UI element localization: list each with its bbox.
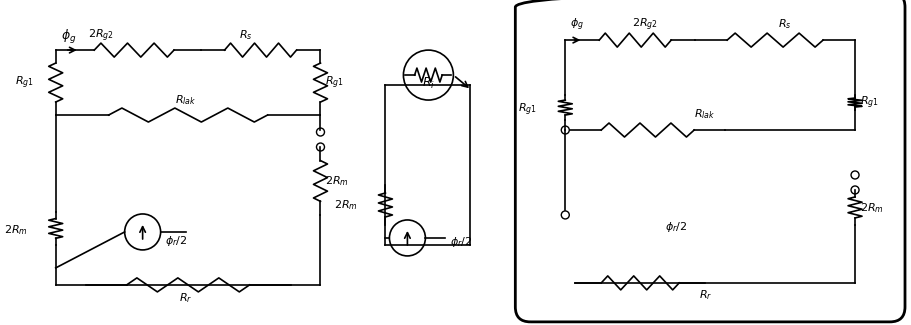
Text: $R_{lak}$: $R_{lak}$ xyxy=(693,107,715,121)
Text: $R_{g1}$: $R_{g1}$ xyxy=(859,95,878,111)
Text: $R_s$: $R_s$ xyxy=(777,17,791,31)
Text: $2R_{g2}$: $2R_{g2}$ xyxy=(87,28,114,44)
Text: $R_{g1}$: $R_{g1}$ xyxy=(325,74,344,91)
Text: $2R_m$: $2R_m$ xyxy=(325,174,349,188)
Text: $R_{g1}$: $R_{g1}$ xyxy=(15,74,34,91)
Text: $\phi_g$: $\phi_g$ xyxy=(61,28,77,46)
Text: $R_i$: $R_i$ xyxy=(422,76,435,91)
Text: $R_{lak}$: $R_{lak}$ xyxy=(175,93,196,107)
Text: $\phi_r/2$: $\phi_r/2$ xyxy=(165,234,187,248)
Text: $R_{g1}$: $R_{g1}$ xyxy=(517,102,537,118)
Text: $\phi_r/2$: $\phi_r/2$ xyxy=(450,235,472,249)
Text: $2R_m$: $2R_m$ xyxy=(859,201,883,215)
Text: $2R_m$: $2R_m$ xyxy=(4,223,27,237)
Text: $R_r$: $R_r$ xyxy=(179,291,192,305)
Text: $\phi_g$: $\phi_g$ xyxy=(569,17,584,33)
Text: $2R_m$: $2R_m$ xyxy=(333,198,357,212)
Text: $R_r$: $R_r$ xyxy=(698,288,711,302)
Text: $2R_{g2}$: $2R_{g2}$ xyxy=(631,17,658,33)
Text: $R_s$: $R_s$ xyxy=(239,28,252,42)
Text: $\phi_r/2$: $\phi_r/2$ xyxy=(664,220,687,234)
